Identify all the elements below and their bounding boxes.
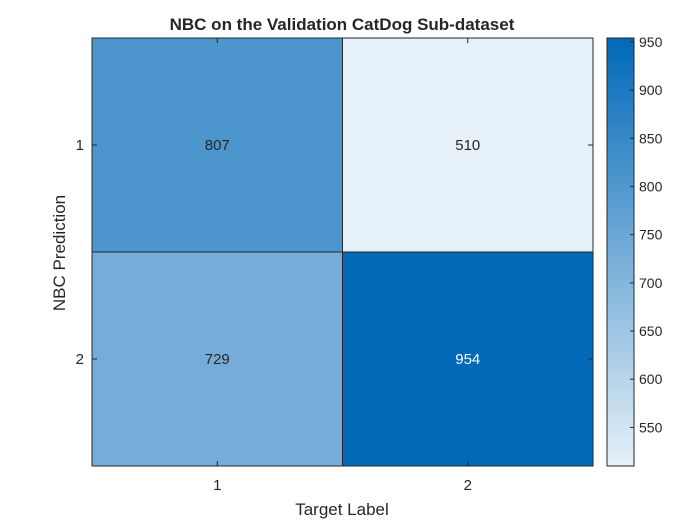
colorbar-tick-label: 750 (639, 227, 663, 243)
x-axis-label: Target Label (295, 500, 389, 519)
chart-title: NBC on the Validation CatDog Sub-dataset (170, 15, 515, 34)
cell-value-label: 510 (455, 137, 480, 154)
colorbar-tick-label: 850 (639, 130, 663, 146)
x-tick-label: 2 (464, 477, 472, 494)
colorbar-tick-label: 950 (639, 34, 663, 50)
y-tick-labels: 12 (76, 137, 593, 368)
colorbar-tick-label: 600 (639, 371, 663, 387)
colorbar (606, 37, 635, 467)
colorbar-tick-label: 800 (639, 178, 663, 194)
y-tick-label: 2 (76, 351, 84, 368)
cell-value-label: 954 (455, 351, 480, 368)
colorbar-ticks: 550 600 650 700 750 800 850 900 950 (630, 34, 663, 435)
colorbar-tick-label: 550 (639, 419, 663, 435)
heatmap-cell (91, 251, 343, 467)
colorbar-tick-label: 900 (639, 82, 663, 98)
cell-value-label: 729 (205, 351, 230, 368)
y-axis-label: NBC Prediction (50, 195, 69, 311)
heatmap-cells: 807 510 729 954 (91, 37, 594, 467)
colorbar-tick-label: 700 (639, 275, 663, 291)
colorbar-tick-label: 650 (639, 323, 663, 339)
y-tick-label: 1 (76, 137, 84, 154)
cell-value-label: 807 (205, 137, 230, 154)
x-tick-label: 1 (213, 477, 221, 494)
heatmap-cell (342, 37, 594, 253)
heatmap-cell (91, 37, 343, 253)
heatmap-cell (342, 251, 594, 467)
